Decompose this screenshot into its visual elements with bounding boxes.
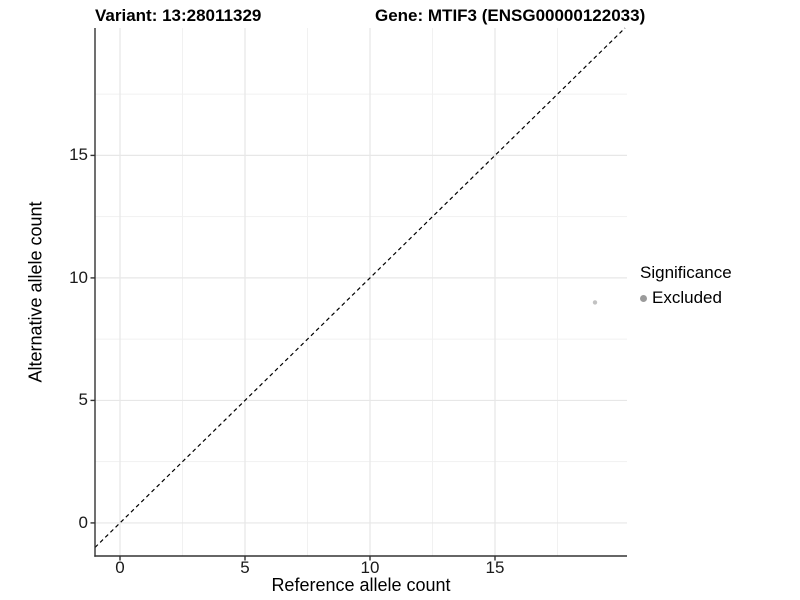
legend: Significance Excluded <box>640 263 732 308</box>
x-tick-label-5: 5 <box>240 558 250 577</box>
x-tick-label-0: 0 <box>115 558 125 577</box>
x-tick-label-15: 15 <box>485 558 505 577</box>
variant-title: Variant: 13:28011329 <box>95 6 262 25</box>
legend-entry-label: Excluded <box>652 288 722 307</box>
identity-line <box>94 27 626 548</box>
x-tick-label-10: 10 <box>360 558 380 577</box>
y-tick-label-5: 5 <box>78 390 88 410</box>
y-tick-label-10: 10 <box>69 267 88 287</box>
y-tick-label-15: 15 <box>69 145 88 165</box>
y-tick-label-0: 0 <box>78 512 88 532</box>
legend-point-icon <box>640 294 647 302</box>
legend-title: Significance <box>640 263 732 282</box>
x-axis-title: Reference allele count <box>271 575 451 595</box>
data-point <box>592 300 598 305</box>
legend-entry-excluded: Excluded <box>640 288 732 308</box>
y-axis-title: Alternative allele count <box>25 201 46 383</box>
gene-title: Gene: MTIF3 (ENSG00000122033) <box>375 6 646 25</box>
